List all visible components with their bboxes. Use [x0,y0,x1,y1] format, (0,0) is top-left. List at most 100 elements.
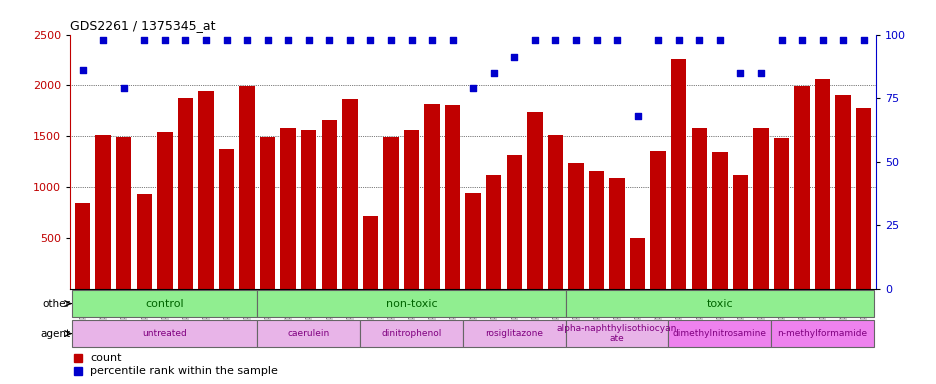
Bar [732,175,747,288]
Point [506,55,521,61]
Point [753,70,768,76]
Point [465,85,480,91]
Point [445,36,460,43]
Bar [359,320,462,347]
Bar [548,135,563,288]
Bar [219,149,234,288]
Point [178,36,193,43]
Bar [565,290,873,317]
Point [260,36,275,43]
Bar [773,138,788,288]
Point [486,70,501,76]
Point [95,36,110,43]
Text: dinitrophenol: dinitrophenol [381,329,441,338]
Bar [670,59,686,288]
Bar [753,128,768,288]
Bar [362,217,378,288]
Point [198,36,213,43]
Text: dimethylnitrosamine: dimethylnitrosamine [672,329,766,338]
Bar [75,203,90,288]
Point [835,36,850,43]
Bar [608,178,624,288]
Point [527,36,542,43]
Bar [280,128,296,288]
Point [321,36,336,43]
Bar [835,94,850,288]
Point [814,36,829,43]
Point [650,36,665,43]
Bar [794,86,809,288]
Point [342,36,357,43]
Bar [178,98,193,288]
Point [691,36,706,43]
Text: toxic: toxic [706,299,732,309]
Bar [259,137,275,288]
Bar [650,151,665,288]
Bar [667,320,770,347]
Bar [445,105,460,288]
Point [794,36,809,43]
Point [362,36,377,43]
Point [548,36,563,43]
Bar [403,130,418,288]
Bar [465,193,480,288]
Bar [72,320,257,347]
Bar [424,104,439,288]
Point [403,36,418,43]
Bar [157,132,172,288]
Text: rosiglitazone: rosiglitazone [485,329,543,338]
Text: non-toxic: non-toxic [386,299,437,309]
Point [424,36,439,43]
Point [116,85,131,91]
Point [670,36,685,43]
Point [219,36,234,43]
Bar [527,112,542,288]
Text: alpha-naphthylisothiocyan
ate: alpha-naphthylisothiocyan ate [556,324,677,343]
Bar [239,86,255,288]
Text: count: count [90,353,122,363]
Bar [814,79,829,288]
Bar [383,137,398,288]
Text: untreated: untreated [142,329,187,338]
Bar [691,128,707,288]
Point [630,113,645,119]
Point [609,36,624,43]
Text: caerulein: caerulein [287,329,329,338]
Text: other: other [43,299,70,309]
Point [856,36,870,43]
Point [732,70,747,76]
Text: agent: agent [40,329,70,339]
Bar [321,120,337,288]
Point [711,36,726,43]
Point [300,36,315,43]
Bar [342,99,358,288]
Point [773,36,788,43]
Bar [72,290,257,317]
Bar [770,320,873,347]
Text: GDS2261 / 1375345_at: GDS2261 / 1375345_at [70,19,215,32]
Point [157,36,172,43]
Point [568,36,583,43]
Bar [588,171,604,288]
Bar [300,130,316,288]
Bar [629,238,645,288]
Text: percentile rank within the sample: percentile rank within the sample [90,366,278,376]
Bar [198,91,213,288]
Bar [116,137,131,288]
Point [383,36,398,43]
Text: control: control [145,299,184,309]
Bar [506,156,521,288]
Bar [486,175,501,288]
Bar [565,320,667,347]
Bar [856,108,870,288]
Bar [95,135,110,288]
Point [589,36,604,43]
Point [240,36,255,43]
Point [75,67,90,73]
Point [281,36,296,43]
Bar [257,290,565,317]
Point [137,36,152,43]
Bar [567,162,583,288]
Text: n-methylformamide: n-methylformamide [777,329,867,338]
Bar [137,194,152,288]
